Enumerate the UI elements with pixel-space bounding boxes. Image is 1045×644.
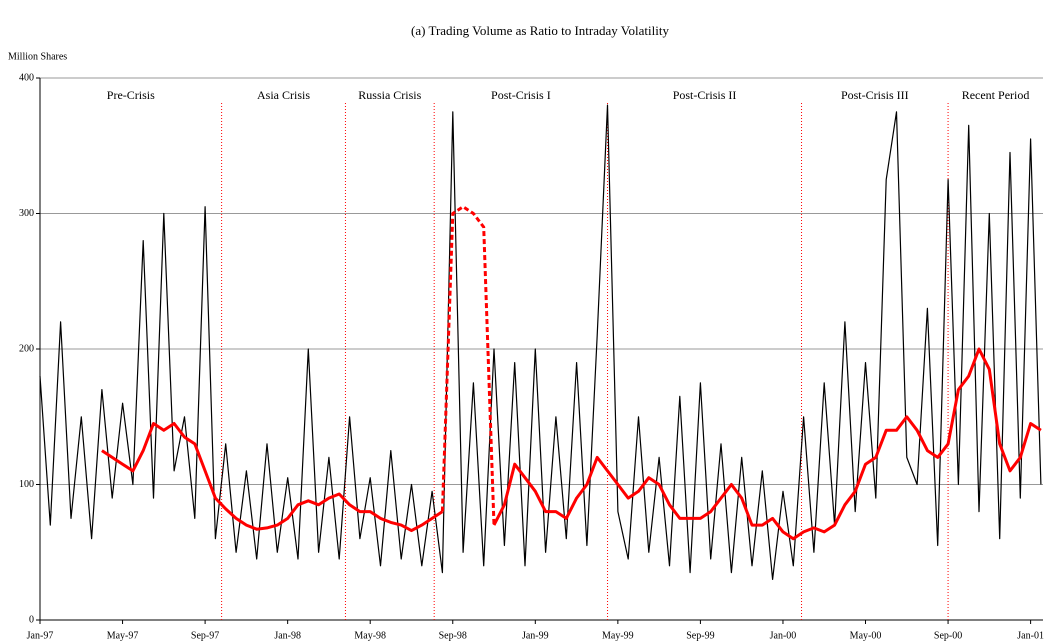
- x-tick-label: Jan-00: [770, 630, 797, 641]
- series-line: [440, 205, 496, 526]
- series-line: [39, 104, 1042, 580]
- x-tick-label: Sep-97: [191, 630, 219, 641]
- x-tick-label: Jan-98: [274, 630, 301, 641]
- y-tick-label: 0: [29, 614, 34, 625]
- x-tick-label: May-00: [850, 630, 882, 641]
- period-label: Asia Crisis: [257, 88, 310, 102]
- x-tick-label: May-99: [602, 630, 634, 641]
- period-label: Russia Crisis: [358, 88, 421, 102]
- period-label: Pre-Crisis: [107, 88, 155, 102]
- y-axis-label: Million Shares: [8, 51, 67, 62]
- x-tick-label: Sep-00: [934, 630, 962, 641]
- period-label: Post-Crisis II: [673, 88, 737, 102]
- x-tick-label: Jan-01: [1017, 630, 1044, 641]
- y-tick-label: 400: [19, 72, 34, 83]
- period-label: Recent Period: [962, 88, 1030, 102]
- x-tick-label: Sep-99: [686, 630, 714, 641]
- series-line: [101, 347, 1042, 541]
- chart-title: (a) Trading Volume as Ratio to Intraday …: [411, 23, 669, 38]
- period-label: Post-Crisis I: [491, 88, 551, 102]
- x-tick-label: Sep-98: [439, 630, 467, 641]
- x-tick-label: Jan-99: [522, 630, 549, 641]
- period-label: Post-Crisis III: [841, 88, 909, 102]
- x-tick-label: Jan-97: [27, 630, 54, 641]
- x-tick-label: May-98: [354, 630, 386, 641]
- x-tick-label: May-97: [107, 630, 139, 641]
- y-tick-label: 200: [19, 343, 34, 354]
- y-tick-label: 300: [19, 208, 34, 219]
- y-tick-label: 100: [19, 479, 34, 490]
